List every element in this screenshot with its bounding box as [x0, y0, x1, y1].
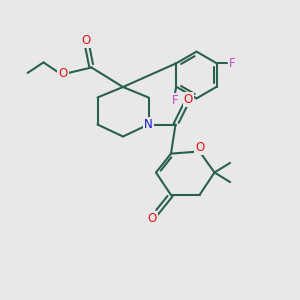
Text: O: O: [184, 93, 193, 106]
Text: O: O: [195, 141, 204, 154]
Text: O: O: [148, 212, 157, 225]
Text: F: F: [171, 94, 178, 107]
Text: N: N: [144, 118, 153, 131]
Text: F: F: [230, 57, 236, 70]
Text: O: O: [58, 67, 68, 80]
Text: O: O: [81, 34, 90, 47]
